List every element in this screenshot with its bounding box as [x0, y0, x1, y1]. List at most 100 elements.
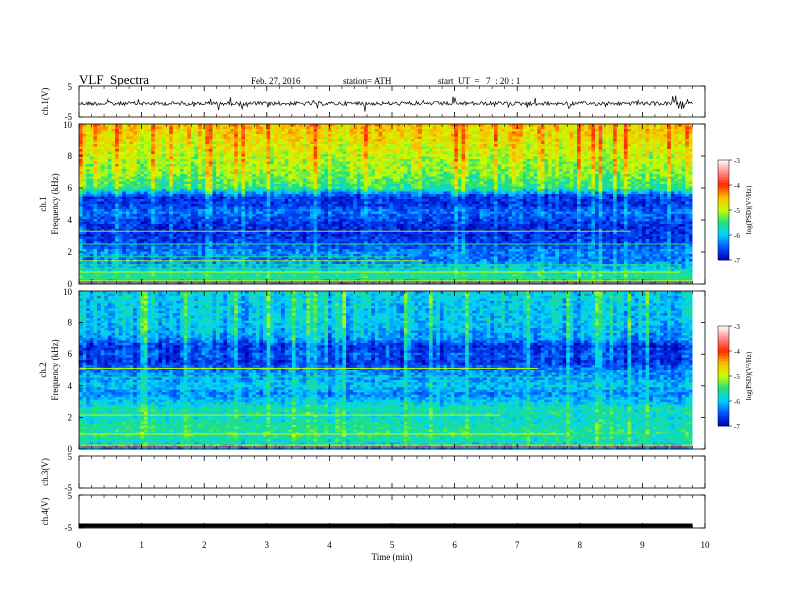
spectrogram-cell [656, 157, 660, 160]
spectrogram-cell [490, 179, 494, 182]
spectrogram-cell [202, 187, 206, 190]
spectrogram-cell [249, 134, 253, 137]
spectrogram-cell [404, 182, 408, 185]
spectrogram-cell [83, 134, 87, 137]
spectrogram-cell [454, 139, 458, 142]
spectrogram-cell [541, 132, 545, 135]
spectrogram-cell [303, 144, 307, 147]
spectrogram-cell [584, 127, 588, 130]
spectrogram-cell [382, 189, 386, 192]
spectrogram-cell [415, 179, 419, 182]
spectrogram-cell [267, 144, 271, 147]
spectrogram-cell [620, 162, 624, 165]
spectrogram-cell [638, 129, 642, 132]
spectrogram-cell [231, 169, 235, 172]
spectrogram-cell [202, 147, 206, 150]
spectrogram-cell [368, 154, 372, 157]
spectrogram-cell [563, 152, 567, 155]
spectrogram-cell [202, 172, 206, 175]
spectrogram-cell [393, 157, 397, 160]
spectrogram-cell [180, 127, 184, 130]
spectrogram-cell [277, 164, 281, 167]
spectrogram-cell [635, 187, 639, 190]
spectrogram-cell [620, 192, 624, 195]
spectrogram-cell [555, 157, 559, 160]
spectrogram-cell [115, 134, 119, 137]
spectrogram-cell [220, 162, 224, 165]
spectrogram-cell [443, 142, 447, 145]
spectrogram-cell [523, 144, 527, 147]
spectrogram-cell [310, 172, 314, 175]
spectrogram-cell [137, 129, 141, 132]
spectrogram-cell [472, 177, 476, 180]
spectrogram-cell [613, 172, 617, 175]
spectrogram-cell [234, 147, 238, 150]
spectrogram-cell [595, 137, 599, 140]
spectrogram-cell [213, 157, 217, 160]
spectrogram-cell [642, 182, 646, 185]
spectrogram-cell [93, 194, 97, 197]
spectrogram-cell [501, 174, 505, 177]
spectrogram-cell [397, 164, 401, 167]
spectrogram-cell [93, 162, 97, 165]
spectrogram-cell [191, 134, 195, 137]
spectrogram-cell [631, 147, 635, 150]
spectrogram-cell [588, 179, 592, 182]
spectrogram-cell [667, 139, 671, 142]
spectrogram-cell [115, 144, 119, 147]
spectrogram-cell [512, 124, 516, 127]
spectrogram-cell [119, 174, 123, 177]
spectrogram-cell [119, 182, 123, 185]
spectrogram-cell [324, 177, 328, 180]
spectrogram-cell [220, 144, 224, 147]
spectrogram-cell [317, 139, 321, 142]
spectrogram-cell [270, 174, 274, 177]
spectrogram-cell [454, 177, 458, 180]
spectrogram-cell [292, 174, 296, 177]
spectrogram-cell [191, 164, 195, 167]
spectrogram-cell [90, 179, 94, 182]
spectrogram-cell [530, 129, 534, 132]
spectrogram-cell [519, 192, 523, 195]
spectrogram-cell [530, 157, 534, 160]
spectrogram-cell [310, 149, 314, 152]
spectrogram-cell [151, 172, 155, 175]
spectrogram-cell [245, 167, 249, 170]
spectrogram-cell [122, 177, 126, 180]
spectrogram-cell [321, 147, 325, 150]
spectrogram-cell [231, 142, 235, 145]
spectrogram-cell [508, 129, 512, 132]
spectrogram-cell [606, 189, 610, 192]
spectrogram-cell [256, 169, 260, 172]
spectrogram-cell [667, 147, 671, 150]
spectrogram-cell [299, 167, 303, 170]
spectrogram-cell [545, 167, 549, 170]
spectrogram-cell [581, 182, 585, 185]
spectrogram-cell [198, 142, 202, 145]
spectrogram-cell [90, 182, 94, 185]
spectrogram-cell [400, 132, 404, 135]
spectrogram-cell [202, 174, 206, 177]
spectrogram-cell [346, 192, 350, 195]
spectrogram-cell [122, 179, 126, 182]
spectrogram-cell [595, 189, 599, 192]
spectrogram-cell [534, 149, 538, 152]
spectrogram-cell [382, 172, 386, 175]
spectrogram-cell [505, 179, 509, 182]
spectrogram-cell [685, 169, 689, 172]
spectrogram-cell [126, 174, 130, 177]
spectrogram-cell [397, 129, 401, 132]
spectrogram-cell [490, 152, 494, 155]
spectrogram-cell [317, 192, 321, 195]
spectrogram-cell [389, 182, 393, 185]
spectrogram-cell [97, 159, 101, 162]
spectrogram-cell [375, 139, 379, 142]
spectrogram-cell [148, 144, 152, 147]
spectrogram-cell [148, 157, 152, 160]
spectrogram-cell [577, 124, 581, 127]
spectrogram-cell [447, 182, 451, 185]
spectrogram-cell [360, 124, 364, 127]
spectrogram-cell [252, 194, 256, 197]
spectrogram-cell [631, 149, 635, 152]
spectrogram-cell [335, 132, 339, 135]
